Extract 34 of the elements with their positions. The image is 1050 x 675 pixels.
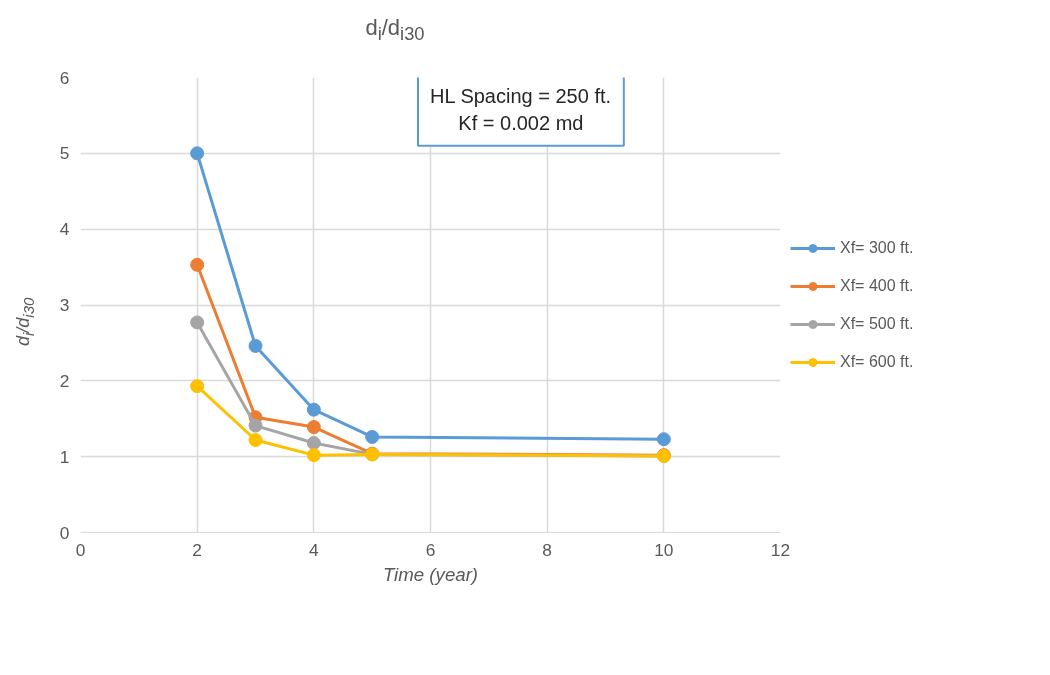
x-tick-label: 12: [770, 539, 791, 560]
x-tick-label: 2: [192, 539, 202, 560]
x-tick-label: 10: [654, 539, 674, 560]
y-tick-label: 1: [59, 446, 70, 467]
x-tick-label: 8: [542, 539, 552, 560]
point: [656, 432, 671, 447]
legend-label: Xf= 300 ft.: [840, 238, 914, 257]
x-tick-label: 6: [425, 539, 436, 560]
point: [190, 379, 205, 394]
x-tick-label: 0: [75, 539, 86, 560]
x-tick-label: 4: [309, 539, 320, 560]
y-tick-label: 3: [59, 295, 70, 315]
point: [306, 436, 321, 450]
point: [190, 257, 205, 272]
legend-label: Xf= 500 ft.: [840, 314, 914, 333]
point: [365, 429, 380, 444]
point: [306, 448, 321, 463]
point: [306, 420, 321, 435]
y-tick-label: 2: [59, 370, 70, 391]
annotation: HL Spacing = 250 ft. Kf = 0.002 md: [430, 85, 612, 134]
x-axis-title: Time (year): [382, 563, 479, 585]
y-tick-label: 5: [59, 143, 70, 164]
point: [248, 418, 263, 433]
y-tick-label: 0: [59, 522, 70, 543]
point: [248, 338, 263, 353]
point: [190, 315, 205, 330]
y-tick-label: 6: [59, 67, 70, 88]
point: [190, 146, 205, 161]
point: [306, 402, 321, 417]
legend-label: Xf= 400 ft.: [840, 276, 914, 295]
legend-label: Xf= 600 ft.: [840, 352, 914, 371]
chart-title: d$_{i}$/d$_{i30}$: [364, 14, 426, 47]
point: [248, 433, 263, 447]
y-tick-label: 4: [59, 219, 70, 240]
